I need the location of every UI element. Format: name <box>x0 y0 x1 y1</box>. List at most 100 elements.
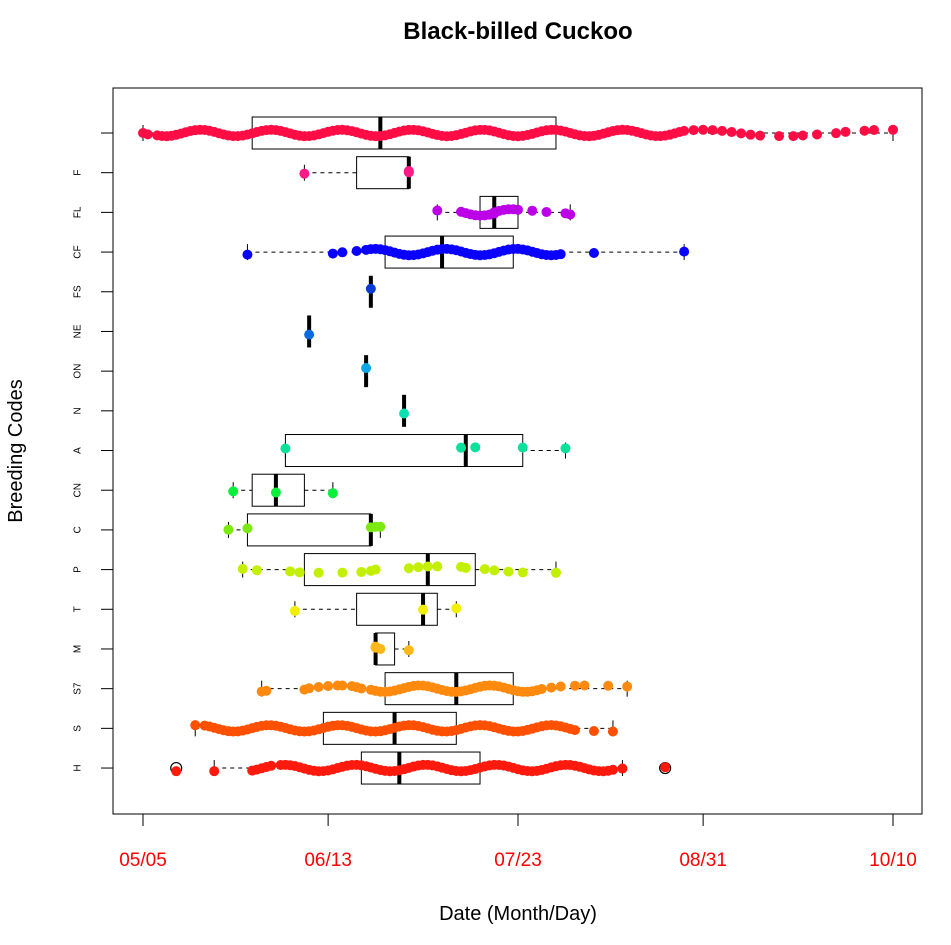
data-point <box>304 329 315 340</box>
points-S <box>190 720 618 737</box>
data-point <box>546 682 557 693</box>
data-point <box>337 680 348 691</box>
points-NE <box>304 329 315 340</box>
data-point <box>859 125 870 136</box>
data-point <box>831 128 842 139</box>
data-point <box>451 603 462 614</box>
data-point <box>479 564 490 575</box>
points-T <box>289 603 462 616</box>
y-tick-label: S <box>73 725 84 732</box>
x-tick-label: 06/13 <box>304 850 352 871</box>
box-rect <box>246 513 372 547</box>
y-tick-label: M <box>73 645 84 653</box>
data-point <box>536 683 547 694</box>
data-point <box>726 127 737 138</box>
points-CN <box>228 486 338 499</box>
points-S7 <box>256 680 633 697</box>
y-tick-label: NE <box>73 324 84 338</box>
data-point <box>356 566 367 577</box>
data-point <box>223 524 234 535</box>
data-point <box>569 725 580 736</box>
data-point <box>299 168 310 179</box>
data-point <box>190 720 201 731</box>
data-point <box>289 605 300 616</box>
data-point <box>261 685 272 696</box>
points-A <box>280 442 571 454</box>
data-point <box>403 645 414 656</box>
x-tick-label: 08/31 <box>679 850 727 871</box>
y-tick-label: CF <box>73 245 84 258</box>
plot-frame <box>112 87 923 815</box>
data-point <box>280 443 291 454</box>
data-point <box>755 130 766 141</box>
y-tick-label: T <box>73 606 84 612</box>
x-tick-label: 07/23 <box>494 850 542 871</box>
data-point <box>527 205 538 216</box>
y-tick-label: CN <box>73 483 84 497</box>
data-point <box>560 443 571 454</box>
boxplot-boxes <box>142 116 894 785</box>
data-point <box>403 563 414 574</box>
y-tick-label: FL <box>73 206 84 218</box>
data-point <box>171 766 182 777</box>
data-point <box>717 125 728 136</box>
data-point <box>375 521 386 532</box>
points-F <box>299 166 414 179</box>
data-point <box>588 247 599 258</box>
box-rect <box>356 156 410 190</box>
data-point <box>869 125 880 136</box>
data-point <box>503 566 514 577</box>
data-point <box>327 488 338 499</box>
data-point <box>513 204 523 215</box>
y-axis-title: Breeding Codes <box>5 379 27 522</box>
data-point <box>617 763 628 774</box>
data-point <box>517 442 528 453</box>
data-point <box>456 442 467 453</box>
points-CF <box>242 243 690 261</box>
data-point <box>327 248 338 259</box>
data-point <box>797 130 808 141</box>
x-tick-label: 10/10 <box>869 850 917 871</box>
points-H <box>171 759 671 777</box>
data-point <box>228 486 239 497</box>
points-P <box>237 561 561 578</box>
data-point <box>304 683 315 694</box>
data-point <box>266 760 277 771</box>
box-rect <box>356 592 438 626</box>
data-point <box>365 283 376 294</box>
data-point <box>569 680 580 691</box>
data-point <box>745 129 756 140</box>
y-axis: F FL CF FS NE ON N A CN C P T M S7 S H <box>73 132 114 772</box>
data-point <box>361 363 372 374</box>
y-tick-label: P <box>73 566 84 573</box>
data-point <box>579 680 590 691</box>
box-CN <box>232 473 334 507</box>
data-point <box>679 246 690 257</box>
data-point <box>603 680 614 691</box>
data-point <box>555 249 566 260</box>
data-point <box>337 567 348 578</box>
data-point <box>251 565 262 576</box>
box-F <box>303 156 411 190</box>
data-point <box>351 245 362 256</box>
data-point <box>688 125 699 136</box>
chart-title: Black-billed Cuckoo <box>403 18 632 45</box>
data-point <box>413 562 424 573</box>
data-point <box>622 681 633 692</box>
data-point <box>607 726 618 737</box>
box-rect <box>303 553 476 587</box>
points-C <box>223 521 386 535</box>
data-point <box>285 566 296 577</box>
data-point <box>489 565 500 576</box>
y-tick-label: S7 <box>73 682 84 695</box>
data-point <box>541 206 552 217</box>
points-M <box>370 641 414 656</box>
x-axis-title: Date (Month/Day) <box>439 903 597 925</box>
data-point <box>550 567 561 578</box>
data-point <box>356 683 367 694</box>
y-tick-label: A <box>73 447 84 454</box>
x-axis: 05/05 06/13 07/23 08/31 10/10 <box>119 813 917 871</box>
y-tick-label: H <box>73 764 84 771</box>
